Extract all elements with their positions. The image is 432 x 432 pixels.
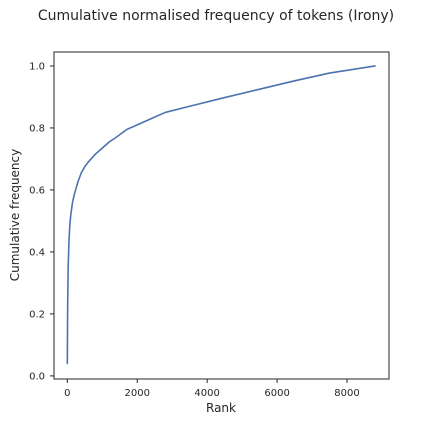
x-tick-label: 8000 [334,388,359,399]
y-tick-label: 0.8 [29,123,45,134]
y-axis-label: Cumulative frequency [8,149,22,282]
chart-title: Cumulative normalised frequency of token… [38,8,394,24]
y-tick-label: 0.4 [29,247,45,258]
series-line [66,65,376,365]
y-tick-label: 1.0 [29,61,45,72]
x-tick-label: 0 [64,388,70,399]
x-axis: 0 2000 4000 6000 8000 [64,379,360,399]
y-axis: 0.0 0.2 0.4 0.6 0.8 1.0 [29,61,54,382]
y-tick-label: 0.2 [29,309,45,320]
series-group [66,65,376,365]
x-tick-label: 4000 [194,388,219,399]
y-tick-label: 0.0 [29,371,45,382]
plot-area [53,51,390,380]
y-tick-label: 0.6 [29,185,45,196]
x-tick-label: 2000 [124,388,149,399]
x-tick-label: 6000 [264,388,289,399]
x-axis-label: Rank [206,401,236,415]
